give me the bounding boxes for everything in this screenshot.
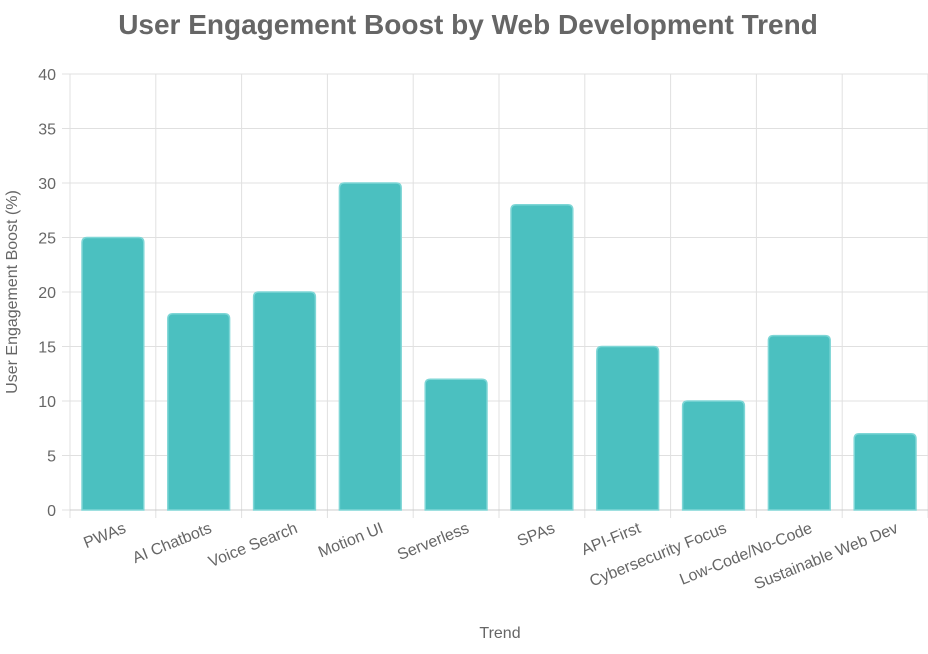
- x-tick-label: Serverless: [395, 520, 471, 564]
- y-tick-label: 25: [38, 231, 56, 248]
- y-tick-label: 20: [38, 285, 56, 302]
- y-tick-label: 5: [47, 449, 56, 466]
- bar-serverless[interactable]: [424, 378, 488, 511]
- y-axis-label: User Engagement Boost (%): [4, 190, 21, 394]
- y-tick-label: 0: [47, 503, 56, 520]
- y-tick-label: 40: [38, 67, 56, 84]
- x-tick-label: SPAs: [515, 520, 557, 550]
- bars: [81, 182, 917, 511]
- x-tick-label: AI Chatbots: [130, 520, 214, 567]
- bar-motion-ui[interactable]: [338, 182, 402, 511]
- x-tick-label: PWAs: [81, 520, 128, 552]
- x-tick-label: Voice Search: [206, 520, 300, 571]
- bar-spas[interactable]: [510, 204, 574, 511]
- y-tick-label: 15: [38, 340, 56, 357]
- bar-cybersecurity-focus[interactable]: [681, 400, 746, 511]
- bar-voice-search[interactable]: [252, 291, 317, 511]
- x-tick-label: API-First: [579, 520, 644, 559]
- grid: [62, 73, 928, 518]
- bar-low-code-no-code[interactable]: [767, 334, 831, 511]
- bar-api-first[interactable]: [596, 345, 660, 511]
- bar-pwas[interactable]: [81, 236, 145, 511]
- bar-sustainable-web-dev[interactable]: [853, 432, 917, 511]
- chart-title: User Engagement Boost by Web Development…: [118, 9, 818, 40]
- x-tick-label: Sustainable Web Dev: [752, 520, 901, 593]
- y-tick-label: 35: [38, 122, 56, 139]
- y-axis-ticks: 0 5 10 15 20 25 30 35 40: [38, 67, 56, 520]
- bar-ai-chatbots[interactable]: [167, 313, 231, 511]
- y-tick-label: 30: [38, 176, 56, 193]
- x-tick-label: Motion UI: [316, 520, 386, 561]
- y-tick-label: 10: [38, 394, 56, 411]
- x-axis-label: Trend: [479, 625, 520, 642]
